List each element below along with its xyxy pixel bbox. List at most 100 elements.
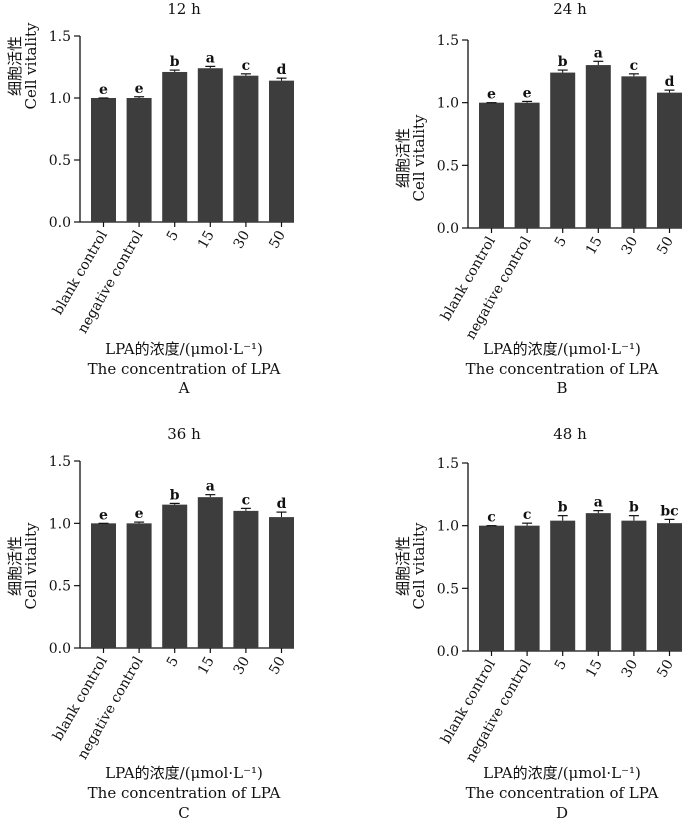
bar xyxy=(269,517,294,648)
bar xyxy=(657,523,682,651)
x-tick-label: 50 xyxy=(654,234,677,257)
panel-label: C xyxy=(178,804,189,822)
significance-letter: b xyxy=(558,500,568,516)
x-tick-label: 30 xyxy=(619,234,642,257)
bar xyxy=(479,525,504,651)
x-axis-label-en: The concentration of LPA xyxy=(466,784,659,802)
y-axis-label-cn: 细胞活性 xyxy=(394,536,412,596)
bar xyxy=(233,75,259,223)
chart-title: 12 h xyxy=(167,0,201,18)
x-tick-label: negative control xyxy=(463,657,535,766)
y-tick-label: 0.0 xyxy=(49,215,71,231)
bar xyxy=(197,68,223,223)
chart-title: 36 h xyxy=(167,425,201,443)
y-axis-label-cn: 细胞活性 xyxy=(6,536,24,596)
y-tick-label: 0.0 xyxy=(437,221,459,237)
y-axis-label-en: Cell vitality xyxy=(410,522,428,610)
significance-letter: e xyxy=(523,85,532,101)
bar xyxy=(91,523,116,648)
significance-letter: d xyxy=(277,62,287,78)
x-tick-label: 15 xyxy=(583,234,606,257)
x-tick-label: 50 xyxy=(266,654,289,677)
y-tick-label: 1.0 xyxy=(49,91,71,107)
y-axis-label-en: Cell vitality xyxy=(22,22,40,110)
bar xyxy=(126,98,152,222)
bar xyxy=(91,98,116,222)
x-tick-label: 5 xyxy=(552,234,570,250)
bar xyxy=(479,102,504,228)
y-tick-label: 1.0 xyxy=(49,516,71,532)
significance-letter: c xyxy=(487,510,496,526)
x-tick-label: 50 xyxy=(266,228,289,251)
significance-letter: c xyxy=(242,492,251,508)
y-tick-label: 0.5 xyxy=(49,579,71,595)
y-axis-label-cn: 细胞活性 xyxy=(6,36,24,96)
x-tick-label: 30 xyxy=(231,654,254,677)
y-tick-label: 0.0 xyxy=(437,644,459,660)
x-tick-label: 30 xyxy=(231,228,254,251)
y-tick-label: 1.5 xyxy=(49,29,71,45)
y-tick-label: 0.0 xyxy=(49,641,71,657)
x-axis-label-en: The concentration of LPA xyxy=(88,360,281,378)
bar xyxy=(162,71,188,223)
significance-letter: e xyxy=(487,87,496,103)
y-tick-label: 1.0 xyxy=(437,96,459,112)
bar xyxy=(550,72,576,228)
significance-letter: e xyxy=(135,506,144,522)
panel-label: D xyxy=(556,804,568,822)
y-tick-label: 1.5 xyxy=(437,456,459,472)
x-axis-label-en: The concentration of LPA xyxy=(466,360,659,378)
significance-letter: a xyxy=(206,479,215,495)
x-tick-label: negative control xyxy=(463,234,535,343)
significance-letter: b xyxy=(558,54,568,70)
panel-label: B xyxy=(556,379,567,397)
significance-letter: d xyxy=(277,496,287,512)
bar xyxy=(585,513,611,651)
x-axis-label-en: The concentration of LPA xyxy=(88,784,281,802)
panel-label: A xyxy=(178,379,190,397)
y-tick-label: 1.5 xyxy=(437,33,459,49)
x-axis-label-cn: LPA的浓度/(μmol·L⁻¹) xyxy=(105,340,263,358)
bar xyxy=(162,504,188,648)
bar xyxy=(550,520,576,651)
significance-letter: c xyxy=(242,58,251,74)
y-tick-label: 0.5 xyxy=(437,158,459,174)
significance-letter: c xyxy=(630,58,639,74)
bar xyxy=(269,80,294,222)
y-axis-label-cn: 细胞活性 xyxy=(394,128,412,188)
y-axis-label-en: Cell vitality xyxy=(410,114,428,202)
significance-letter: a xyxy=(594,495,603,511)
x-tick-label: negative control xyxy=(75,228,147,337)
bar xyxy=(126,523,152,648)
significance-letter: e xyxy=(135,81,144,97)
x-tick-label: 15 xyxy=(195,654,218,677)
significance-letter: e xyxy=(99,82,108,98)
y-axis-label-en: Cell vitality xyxy=(22,522,40,610)
x-axis-label-cn: LPA的浓度/(μmol·L⁻¹) xyxy=(483,764,641,782)
significance-letter: bc xyxy=(660,503,678,519)
x-tick-label: 5 xyxy=(552,657,570,673)
bar xyxy=(585,65,611,228)
bar xyxy=(514,525,540,651)
significance-letter: b xyxy=(629,500,639,516)
significance-letter: d xyxy=(665,74,675,90)
significance-letter: b xyxy=(170,487,180,503)
x-tick-label: 5 xyxy=(164,228,182,244)
significance-letter: e xyxy=(99,507,108,523)
bar xyxy=(233,510,259,648)
bar xyxy=(621,76,647,228)
x-tick-label: 30 xyxy=(619,657,642,680)
bar xyxy=(197,497,223,648)
bar xyxy=(514,102,540,228)
chart-title: 48 h xyxy=(553,425,587,443)
y-tick-label: 0.5 xyxy=(437,581,459,597)
